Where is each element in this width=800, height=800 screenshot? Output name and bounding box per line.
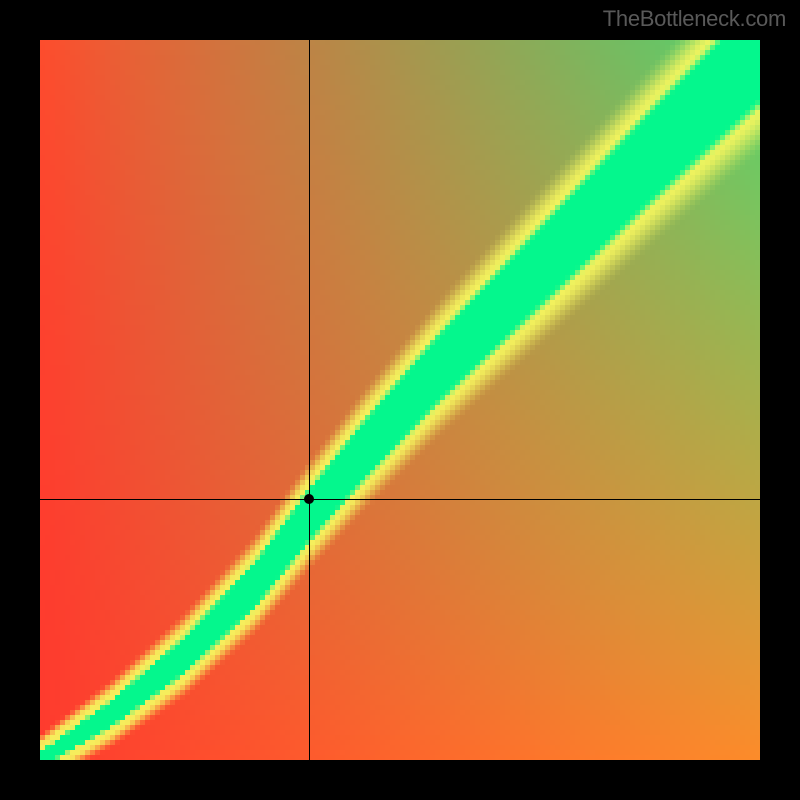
crosshair-horizontal [40, 499, 760, 500]
watermark-text: TheBottleneck.com [603, 6, 786, 32]
marker-dot [304, 494, 314, 504]
crosshair-vertical [309, 40, 310, 760]
plot-region [40, 40, 760, 760]
heatmap-canvas [40, 40, 760, 760]
chart-container: TheBottleneck.com [0, 0, 800, 800]
